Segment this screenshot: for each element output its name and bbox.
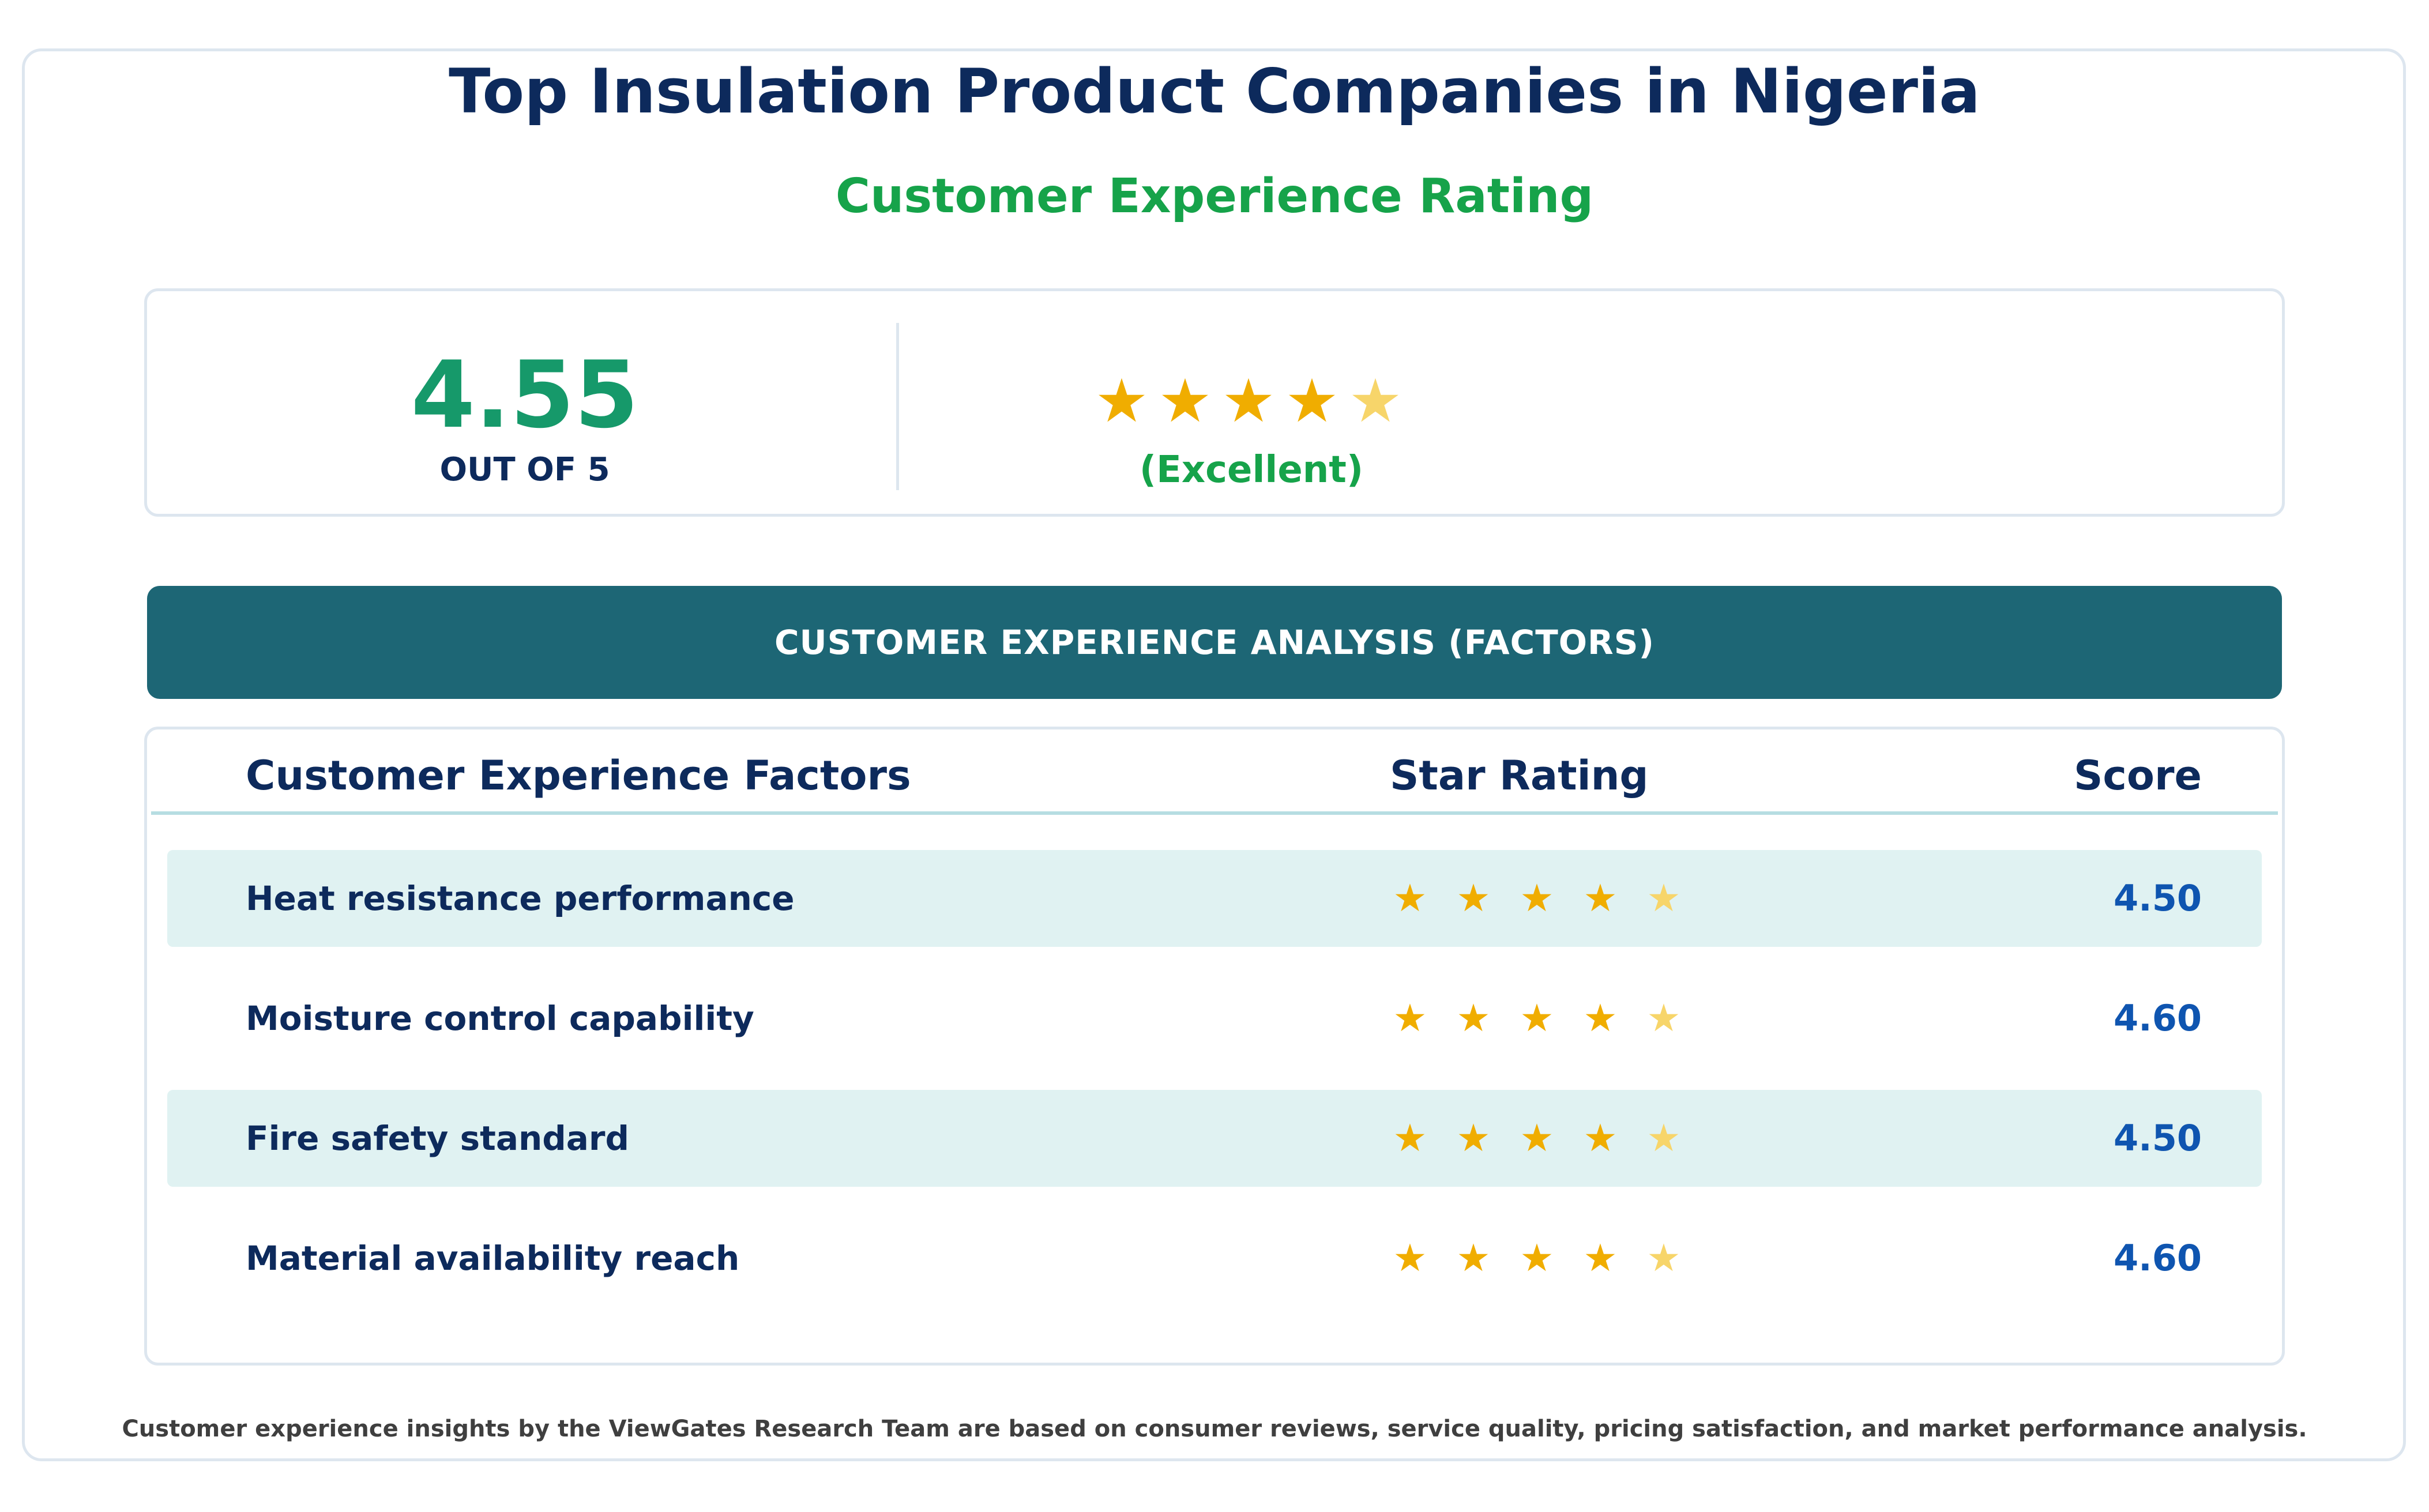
star-full-icon: ★ — [1393, 996, 1427, 1040]
star-full-icon: ★ — [1456, 996, 1491, 1040]
header-star-rating: Star Rating — [1390, 752, 1649, 799]
star-full-icon: ★ — [1158, 366, 1212, 436]
star-partial-icon: ★ — [1646, 1236, 1681, 1280]
page-title: Top Insulation Product Companies in Nige… — [449, 56, 1980, 127]
summary-panel — [144, 288, 2285, 517]
star-full-icon: ★ — [1393, 876, 1427, 920]
row-star-rating: ★ ★ ★ ★ ★ — [1378, 1210, 1695, 1307]
table-row: Moisture control capability ★ ★ ★ ★ ★ 4.60 — [167, 970, 2262, 1067]
row-star-rating: ★ ★ ★ ★ ★ — [1378, 970, 1695, 1067]
star-full-icon: ★ — [1583, 996, 1618, 1040]
star-full-icon: ★ — [1520, 1236, 1554, 1280]
factor-name: Heat resistance performance — [246, 879, 795, 918]
page-subtitle: Customer Experience Rating — [835, 169, 1594, 224]
star-full-icon: ★ — [1583, 876, 1618, 920]
star-full-icon: ★ — [1456, 1116, 1491, 1160]
row-star-rating: ★ ★ ★ ★ ★ — [1378, 850, 1695, 947]
factor-name: Material availability reach — [246, 1239, 740, 1278]
factors-table — [144, 727, 2285, 1366]
star-partial-icon: ★ — [1646, 876, 1681, 920]
header-score: Score — [2074, 752, 2202, 799]
footer-note: Customer experience insights by the View… — [122, 1416, 2307, 1442]
factor-score: 4.50 — [2114, 877, 2202, 919]
star-full-icon: ★ — [1520, 1116, 1554, 1160]
factor-name: Moisture control capability — [246, 999, 754, 1038]
header-divider — [151, 811, 2278, 815]
star-partial-icon: ★ — [1646, 1116, 1681, 1160]
star-full-icon: ★ — [1520, 996, 1554, 1040]
table-row: Material availability reach ★ ★ ★ ★ ★ 4.60 — [167, 1210, 2262, 1307]
table-row: Heat resistance performance ★ ★ ★ ★ ★ 4.50 — [167, 850, 2262, 947]
factor-score: 4.50 — [2114, 1117, 2202, 1159]
factor-score: 4.60 — [2114, 1237, 2202, 1279]
star-partial-icon: ★ — [1348, 366, 1402, 436]
analysis-banner: CUSTOMER EXPERIENCE ANALYSIS (FACTORS) — [147, 586, 2282, 699]
summary-divider — [896, 323, 899, 490]
row-star-rating: ★ ★ ★ ★ ★ — [1378, 1090, 1695, 1187]
star-full-icon: ★ — [1456, 1236, 1491, 1280]
rating-word: (Excellent) — [1139, 449, 1364, 491]
overall-score: 4.55 — [411, 341, 639, 449]
star-partial-icon: ★ — [1646, 996, 1681, 1040]
star-full-icon: ★ — [1095, 366, 1149, 436]
star-full-icon: ★ — [1285, 366, 1339, 436]
star-full-icon: ★ — [1583, 1236, 1618, 1280]
star-full-icon: ★ — [1520, 876, 1554, 920]
table-row: Fire safety standard ★ ★ ★ ★ ★ 4.50 — [167, 1090, 2262, 1187]
out-of-label: OUT OF 5 — [439, 451, 610, 488]
overall-star-rating: ★ ★ ★ ★ ★ — [1090, 363, 1413, 438]
rating-card — [22, 48, 2406, 1461]
star-full-icon: ★ — [1456, 876, 1491, 920]
star-full-icon: ★ — [1583, 1116, 1618, 1160]
star-full-icon: ★ — [1393, 1236, 1427, 1280]
star-full-icon: ★ — [1221, 366, 1276, 436]
factor-name: Fire safety standard — [246, 1119, 630, 1158]
header-factor: Customer Experience Factors — [246, 752, 911, 799]
factor-score: 4.60 — [2114, 997, 2202, 1039]
star-full-icon: ★ — [1393, 1116, 1427, 1160]
